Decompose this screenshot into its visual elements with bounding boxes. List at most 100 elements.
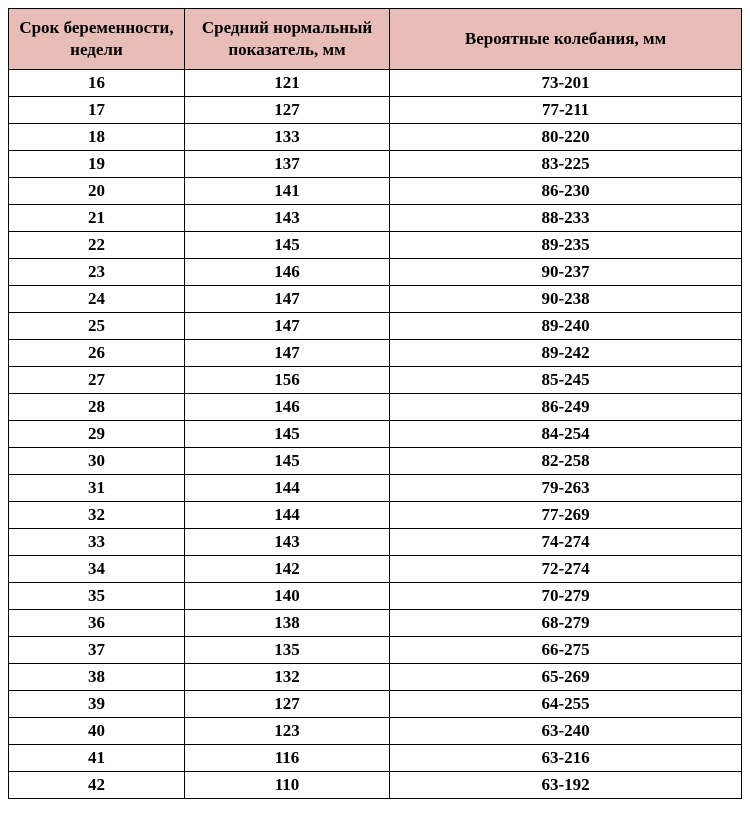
- table-row: 2214589-235: [9, 232, 742, 259]
- table-row: 1712777-211: [9, 97, 742, 124]
- table-cell: 16: [9, 70, 185, 97]
- table-cell: 89-242: [390, 340, 742, 367]
- table-cell: 33: [9, 529, 185, 556]
- table-row: 4111663-216: [9, 745, 742, 772]
- table-row: 2014186-230: [9, 178, 742, 205]
- table-cell: 64-255: [390, 691, 742, 718]
- header-row: Срок беременности, недели Средний нормал…: [9, 9, 742, 70]
- table-cell: 73-201: [390, 70, 742, 97]
- table-cell: 88-233: [390, 205, 742, 232]
- table-cell: 42: [9, 772, 185, 799]
- table-cell: 63-192: [390, 772, 742, 799]
- table-cell: 86-230: [390, 178, 742, 205]
- table-cell: 36: [9, 610, 185, 637]
- table-cell: 89-235: [390, 232, 742, 259]
- table-row: 1612173-201: [9, 70, 742, 97]
- table-row: 3813265-269: [9, 664, 742, 691]
- header-cell-average: Средний нормальный показатель, мм: [184, 9, 389, 70]
- table-cell: 142: [184, 556, 389, 583]
- table-row: 3514070-279: [9, 583, 742, 610]
- table-cell: 86-249: [390, 394, 742, 421]
- table-cell: 77-211: [390, 97, 742, 124]
- table-cell: 90-238: [390, 286, 742, 313]
- table-cell: 82-258: [390, 448, 742, 475]
- table-cell: 123: [184, 718, 389, 745]
- table-cell: 28: [9, 394, 185, 421]
- table-cell: 116: [184, 745, 389, 772]
- table-cell: 121: [184, 70, 389, 97]
- table-cell: 83-225: [390, 151, 742, 178]
- table-cell: 35: [9, 583, 185, 610]
- table-cell: 143: [184, 529, 389, 556]
- table-cell: 84-254: [390, 421, 742, 448]
- table-cell: 135: [184, 637, 389, 664]
- table-cell: 29: [9, 421, 185, 448]
- table-row: 4012363-240: [9, 718, 742, 745]
- table-cell: 133: [184, 124, 389, 151]
- table-cell: 26: [9, 340, 185, 367]
- table-cell: 147: [184, 340, 389, 367]
- table-row: 2114388-233: [9, 205, 742, 232]
- table-cell: 23: [9, 259, 185, 286]
- table-cell: 89-240: [390, 313, 742, 340]
- table-cell: 77-269: [390, 502, 742, 529]
- table-cell: 146: [184, 394, 389, 421]
- table-cell: 147: [184, 313, 389, 340]
- table-cell: 32: [9, 502, 185, 529]
- table-cell: 74-274: [390, 529, 742, 556]
- table-cell: 145: [184, 448, 389, 475]
- table-cell: 132: [184, 664, 389, 691]
- table-cell: 18: [9, 124, 185, 151]
- table-cell: 110: [184, 772, 389, 799]
- table-row: 4211063-192: [9, 772, 742, 799]
- table-cell: 138: [184, 610, 389, 637]
- table-cell: 65-269: [390, 664, 742, 691]
- table-row: 2814686-249: [9, 394, 742, 421]
- table-header: Срок беременности, недели Средний нормал…: [9, 9, 742, 70]
- table-cell: 24: [9, 286, 185, 313]
- table-cell: 31: [9, 475, 185, 502]
- table-cell: 68-279: [390, 610, 742, 637]
- table-cell: 37: [9, 637, 185, 664]
- table-row: 1813380-220: [9, 124, 742, 151]
- table-cell: 143: [184, 205, 389, 232]
- header-cell-range: Вероятные колебания, мм: [390, 9, 742, 70]
- table-cell: 145: [184, 232, 389, 259]
- table-cell: 63-240: [390, 718, 742, 745]
- table-row: 2715685-245: [9, 367, 742, 394]
- table-row: 2514789-240: [9, 313, 742, 340]
- table-row: 3912764-255: [9, 691, 742, 718]
- table-cell: 144: [184, 502, 389, 529]
- data-table: Срок беременности, недели Средний нормал…: [8, 8, 742, 799]
- table-cell: 63-216: [390, 745, 742, 772]
- table-cell: 17: [9, 97, 185, 124]
- table-row: 3314374-274: [9, 529, 742, 556]
- table-cell: 146: [184, 259, 389, 286]
- table-cell: 127: [184, 691, 389, 718]
- table-cell: 79-263: [390, 475, 742, 502]
- table-cell: 25: [9, 313, 185, 340]
- table-cell: 40: [9, 718, 185, 745]
- table-row: 2414790-238: [9, 286, 742, 313]
- table-row: 3214477-269: [9, 502, 742, 529]
- table-body: 1612173-2011712777-2111813380-2201913783…: [9, 70, 742, 799]
- table-row: 3613868-279: [9, 610, 742, 637]
- table-row: 3713566-275: [9, 637, 742, 664]
- table-row: 2614789-242: [9, 340, 742, 367]
- table-cell: 145: [184, 421, 389, 448]
- table-cell: 72-274: [390, 556, 742, 583]
- table-cell: 90-237: [390, 259, 742, 286]
- table-row: 3114479-263: [9, 475, 742, 502]
- table-row: 2314690-237: [9, 259, 742, 286]
- table-cell: 21: [9, 205, 185, 232]
- table-cell: 147: [184, 286, 389, 313]
- table-cell: 19: [9, 151, 185, 178]
- table-cell: 85-245: [390, 367, 742, 394]
- table-cell: 156: [184, 367, 389, 394]
- table-cell: 70-279: [390, 583, 742, 610]
- table-row: 3414272-274: [9, 556, 742, 583]
- header-cell-weeks: Срок беременности, недели: [9, 9, 185, 70]
- table-cell: 27: [9, 367, 185, 394]
- table-cell: 127: [184, 97, 389, 124]
- table-row: 2914584-254: [9, 421, 742, 448]
